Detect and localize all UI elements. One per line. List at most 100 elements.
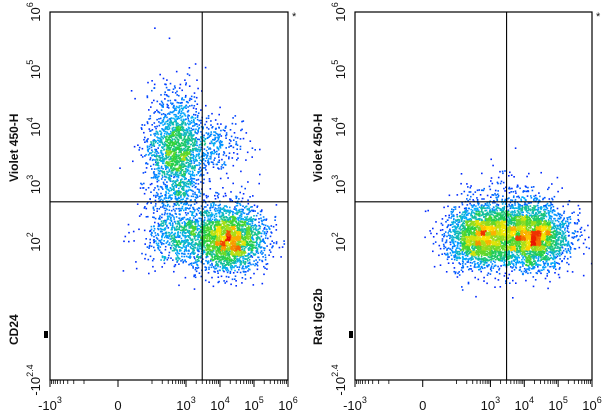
event-dot [257, 230, 260, 233]
event-dot [238, 243, 241, 246]
event-dot [188, 220, 190, 222]
event-dot [180, 225, 183, 228]
event-dot [175, 109, 178, 112]
event-dot [246, 240, 249, 243]
event-dot [208, 240, 210, 242]
event-dot [221, 241, 224, 244]
event-dot [264, 267, 266, 269]
event-dot [214, 137, 216, 139]
event-dot [177, 222, 180, 225]
event-dot [225, 154, 228, 157]
event-dot [178, 134, 180, 136]
event-dot [181, 255, 183, 258]
event-dot [210, 224, 212, 227]
event-dot [146, 246, 149, 248]
event-dot [169, 82, 172, 85]
event-dot [155, 158, 158, 160]
event-dot [248, 211, 250, 214]
event-dot [179, 219, 181, 222]
event-dot [232, 211, 234, 213]
event-dot [219, 231, 221, 234]
event-dot [184, 170, 187, 172]
event-dot [250, 233, 253, 235]
event-dot [153, 216, 155, 219]
event-dot [160, 135, 163, 138]
event-dot [233, 219, 235, 222]
event-dot [208, 281, 210, 283]
event-dot [246, 213, 248, 215]
event-dot [167, 128, 169, 131]
event-dot [177, 116, 180, 118]
event-dot [209, 217, 212, 219]
event-dot [205, 259, 207, 262]
event-dot [187, 155, 190, 158]
event-dot [220, 218, 222, 220]
event-dot [183, 242, 186, 245]
event-dot [146, 95, 149, 97]
event-dot [172, 147, 174, 150]
event-dot [188, 128, 190, 130]
event-dot [145, 238, 147, 240]
event-dot [214, 232, 217, 234]
event-dot [219, 234, 222, 237]
event-dot [191, 165, 194, 167]
event-dot [207, 160, 210, 163]
event-dot [215, 218, 217, 220]
event-dot [239, 237, 241, 239]
event-dot [170, 198, 173, 201]
event-dot [189, 143, 192, 146]
event-dot [161, 136, 164, 139]
event-dot [164, 219, 166, 222]
event-dot [182, 148, 185, 150]
event-dot [157, 228, 160, 231]
event-dot [249, 239, 252, 242]
event-dot [200, 122, 202, 124]
event-dot [161, 230, 163, 233]
event-dot [188, 114, 190, 117]
event-dot [246, 231, 248, 233]
event-dot [189, 207, 191, 209]
event-dot [220, 252, 223, 255]
event-dot [196, 132, 198, 135]
event-dot [168, 123, 171, 126]
event-dot [184, 146, 187, 149]
event-dot [200, 169, 202, 172]
event-dot [241, 228, 244, 230]
event-dot [194, 215, 196, 218]
event-dot [261, 282, 264, 285]
event-dot [265, 234, 267, 237]
event-dot [197, 250, 199, 252]
event-dot [194, 244, 196, 246]
event-dot [226, 248, 228, 251]
event-dot [147, 148, 149, 151]
event-dot [207, 260, 210, 262]
event-dot [226, 228, 228, 230]
event-dot [223, 249, 226, 251]
event-dot [245, 255, 247, 257]
event-dot [264, 256, 267, 259]
event-dot [197, 220, 200, 223]
event-dot [173, 145, 175, 148]
event-dot [178, 156, 180, 159]
event-dot [191, 262, 193, 264]
event-dot [169, 213, 172, 216]
event-dot [255, 244, 257, 247]
event-dot [217, 227, 219, 229]
event-dot [199, 192, 202, 195]
event-dot [165, 167, 167, 169]
event-dot [187, 120, 190, 122]
event-dot [188, 208, 190, 210]
event-dot [213, 235, 215, 238]
event-dot [261, 209, 263, 211]
event-dot [215, 260, 218, 263]
event-dot [241, 255, 244, 258]
event-dot [169, 122, 171, 125]
event-dot [173, 156, 175, 158]
event-dot [241, 253, 243, 256]
event-dot [238, 253, 240, 255]
event-dot [259, 225, 262, 228]
event-dot [244, 236, 247, 238]
event-dot [244, 242, 246, 244]
event-dot [165, 136, 167, 139]
event-dot [252, 234, 254, 237]
